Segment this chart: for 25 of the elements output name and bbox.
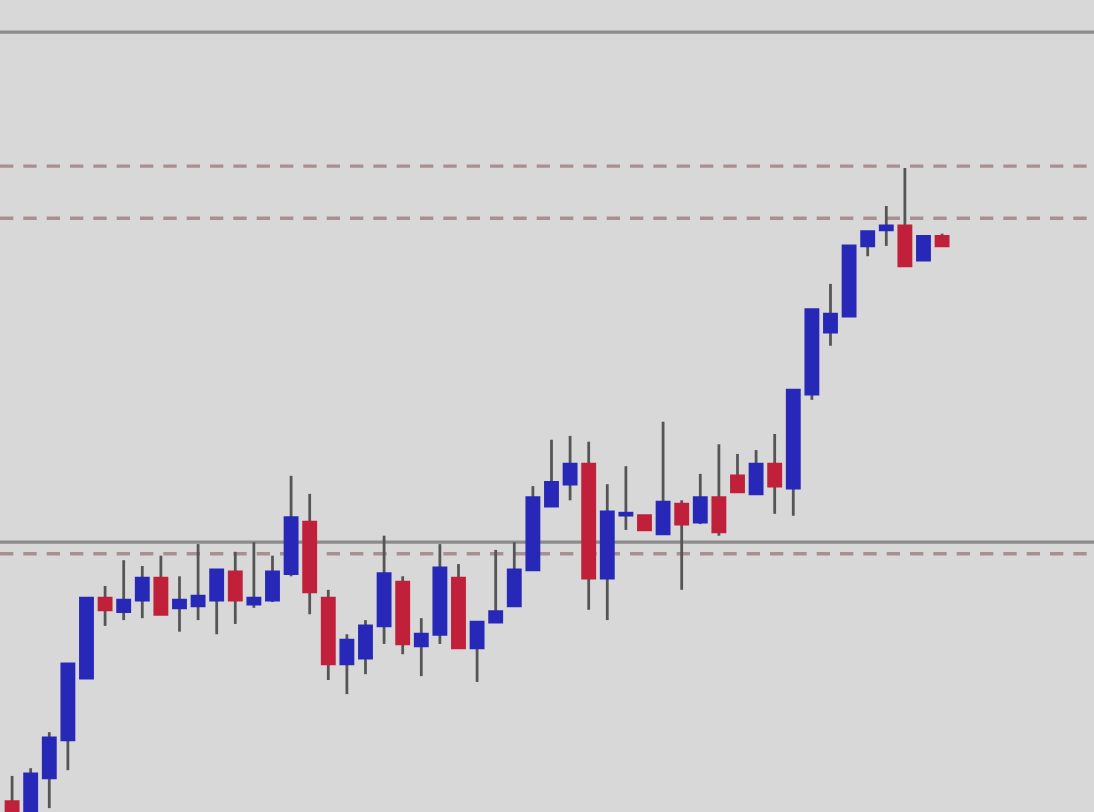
candlestick: [246, 540, 262, 610]
candlestick: [227, 550, 243, 626]
candlestick: [172, 574, 187, 634]
candlestick: [711, 442, 727, 538]
candlestick: [544, 438, 559, 508]
candlestick: [897, 166, 913, 268]
candlestick: [823, 282, 838, 348]
candlestick: [153, 554, 169, 616]
candlestick: [116, 558, 132, 622]
candlestick: [134, 564, 150, 620]
candlestick: [916, 234, 931, 262]
candlestick: [358, 618, 373, 676]
candlestick: [655, 420, 671, 536]
candlestick: [767, 432, 783, 516]
candlestick: [730, 452, 745, 494]
candlestick: [339, 632, 355, 696]
candlestick: [562, 434, 578, 502]
candlestick: [748, 448, 764, 496]
candlestick: [692, 472, 708, 526]
candlestick: [674, 498, 690, 592]
candlestick: [878, 204, 894, 248]
candlestick: [97, 584, 113, 628]
candlestick: [23, 766, 39, 812]
candlestick: [265, 554, 280, 604]
candlestick: [4, 774, 20, 812]
